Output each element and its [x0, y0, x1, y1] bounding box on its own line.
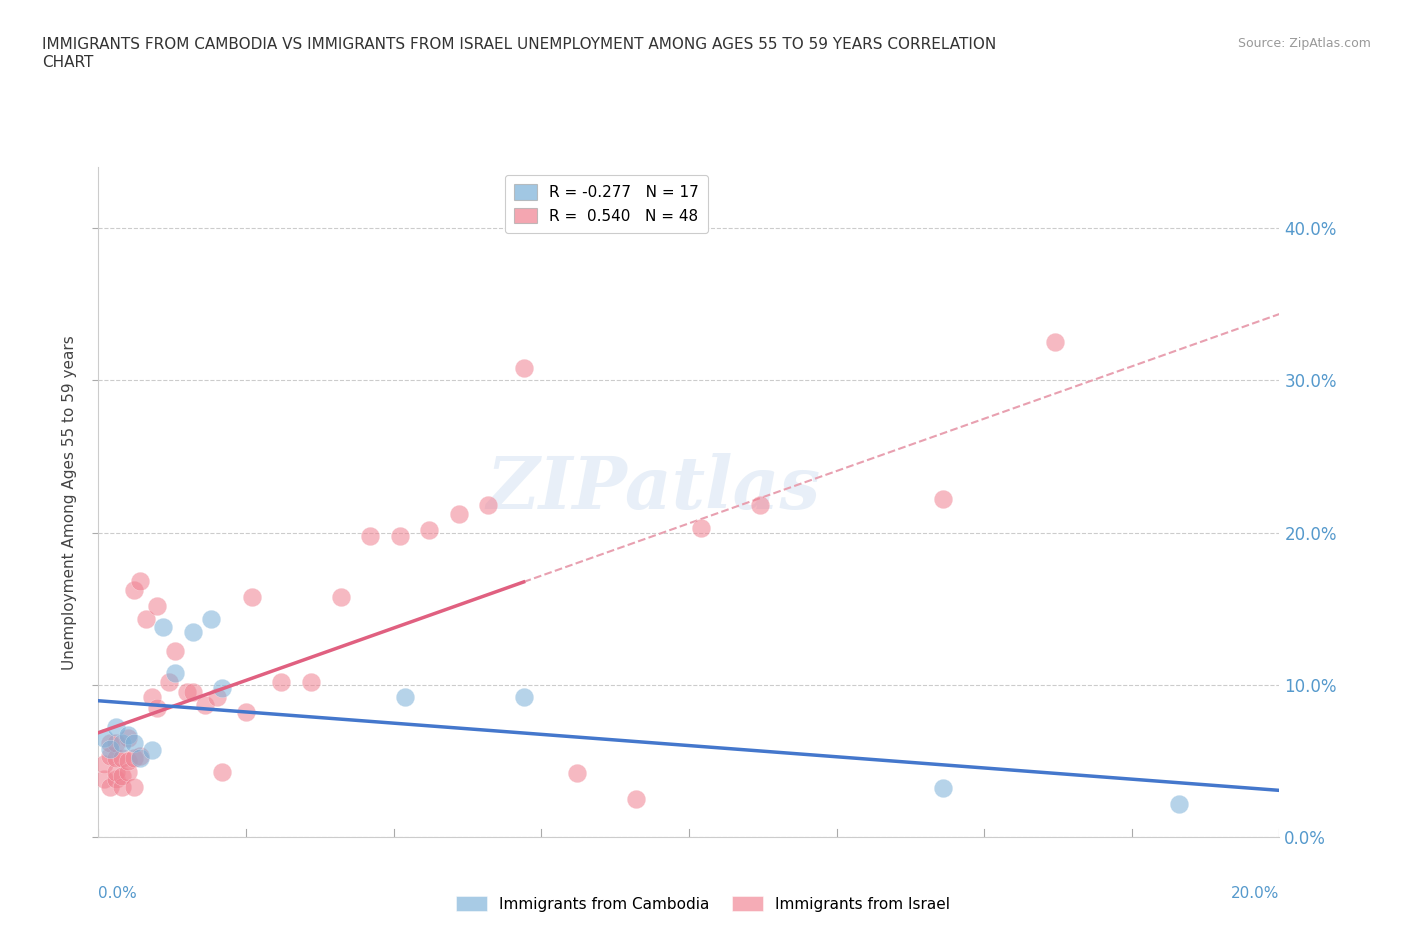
Point	[299, 674, 322, 689]
Y-axis label: Unemployment Among Ages 55 to 59 years: Unemployment Among Ages 55 to 59 years	[62, 335, 77, 670]
Point	[111, 779, 134, 794]
Point	[117, 731, 139, 746]
Point	[152, 619, 174, 634]
Point	[93, 756, 115, 771]
Point	[117, 764, 139, 779]
Point	[111, 769, 134, 784]
Point	[128, 751, 150, 765]
Point	[93, 772, 115, 787]
Point	[689, 521, 711, 536]
Point	[98, 736, 121, 751]
Point	[141, 689, 163, 704]
Point	[270, 674, 292, 689]
Point	[447, 507, 470, 522]
Point	[122, 751, 145, 765]
Text: IMMIGRANTS FROM CAMBODIA VS IMMIGRANTS FROM ISRAEL UNEMPLOYMENT AMONG AGES 55 TO: IMMIGRANTS FROM CAMBODIA VS IMMIGRANTS F…	[42, 37, 997, 70]
Point	[388, 528, 411, 543]
Point	[122, 736, 145, 751]
Point	[165, 644, 187, 658]
Point	[111, 751, 134, 765]
Point	[565, 765, 588, 780]
Point	[512, 689, 534, 704]
Point	[135, 612, 157, 627]
Point	[748, 498, 770, 512]
Point	[105, 751, 128, 765]
Point	[181, 685, 204, 700]
Point	[1043, 335, 1066, 350]
Point	[146, 598, 169, 613]
Point	[146, 700, 169, 715]
Point	[932, 781, 955, 796]
Point	[194, 698, 217, 712]
Point	[235, 705, 257, 720]
Text: 0.0%: 0.0%	[98, 885, 138, 900]
Point	[117, 727, 139, 742]
Point	[122, 779, 145, 794]
Point	[105, 772, 128, 787]
Point	[329, 589, 352, 604]
Point	[394, 689, 416, 704]
Point	[477, 498, 499, 512]
Point	[128, 749, 150, 764]
Point	[105, 736, 128, 751]
Text: Source: ZipAtlas.com: Source: ZipAtlas.com	[1237, 37, 1371, 50]
Point	[117, 753, 139, 768]
Point	[93, 731, 115, 746]
Point	[200, 612, 222, 627]
Point	[624, 791, 647, 806]
Point	[205, 689, 228, 704]
Point	[181, 624, 204, 639]
Text: 20.0%: 20.0%	[1232, 885, 1279, 900]
Point	[211, 681, 233, 696]
Point	[512, 361, 534, 376]
Point	[932, 492, 955, 507]
Point	[98, 741, 121, 756]
Point	[211, 764, 233, 779]
Point	[128, 574, 150, 589]
Point	[359, 528, 381, 543]
Point	[418, 522, 440, 537]
Point	[111, 736, 134, 751]
Point	[240, 589, 263, 604]
Point	[1168, 796, 1191, 811]
Point	[105, 720, 128, 735]
Point	[98, 779, 121, 794]
Point	[122, 583, 145, 598]
Text: ZIPatlas: ZIPatlas	[486, 453, 821, 525]
Legend: R = -0.277   N = 17, R =  0.540   N = 48: R = -0.277 N = 17, R = 0.540 N = 48	[505, 175, 707, 233]
Point	[141, 743, 163, 758]
Point	[176, 685, 198, 700]
Point	[98, 749, 121, 764]
Point	[157, 674, 180, 689]
Point	[165, 665, 187, 680]
Point	[105, 764, 128, 779]
Legend: Immigrants from Cambodia, Immigrants from Israel: Immigrants from Cambodia, Immigrants fro…	[450, 889, 956, 918]
